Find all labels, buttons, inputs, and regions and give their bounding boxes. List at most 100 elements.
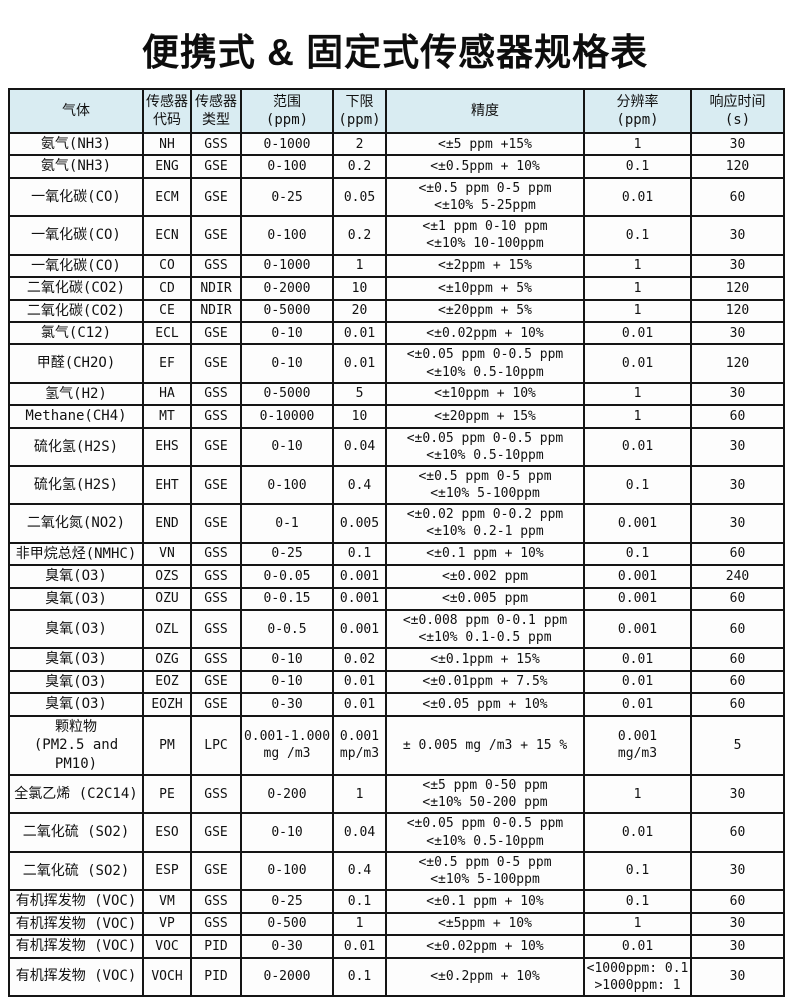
cell-resolution: 0.1 <box>583 154 692 179</box>
cell-response: 30 <box>690 956 785 997</box>
cell-limit: 0.01 <box>332 692 387 717</box>
cell-type: GSE <box>190 426 242 468</box>
cell-code: NH <box>142 131 192 157</box>
cell-type: GSE <box>190 320 242 346</box>
cell-limit: 0.005 <box>332 503 387 544</box>
cell-gas: 二氧化碳(CO2) <box>8 276 144 301</box>
cell-code: ESP <box>142 850 192 892</box>
cell-limit: 10 <box>332 276 387 301</box>
table-row: 二氧化氮(NO2) END GSE 0-1 0.005 <±0.02 ppm 0-0.2 … <box>8 503 785 544</box>
table-row: 二氧化碳(CO2) CE NDIR 0-5000 20 <±20ppm + 5% 1 120 <box>8 298 785 323</box>
cell-accuracy: <±0.02ppm + 10% <box>385 320 585 346</box>
cell-resolution: 0.1 <box>583 541 692 567</box>
table-row: 氨气(NH3) ENG GSE 0-100 0.2 <±0.5ppm + 10% 0.1 12… <box>8 154 785 179</box>
cell-gas: 氨气(NH3) <box>8 131 144 157</box>
cell-resolution: 0.001 <box>583 503 692 544</box>
cell-accuracy: <±1 ppm 0-10 ppm <±10% 10-100ppm <box>385 215 585 256</box>
cell-type: GSS <box>190 404 242 429</box>
cell-accuracy: <±0.008 ppm 0-0.1 ppm <±10% 0.1-0.5 ppm <box>385 609 585 650</box>
cell-range: 0-10000 <box>240 404 334 429</box>
cell-range: 0-2000 <box>240 956 334 997</box>
table-row: 甲醛(CH2O) EF GSE 0-10 0.01 <±0.05 ppm 0-0.5 pp… <box>8 343 785 384</box>
cell-resolution: 1 <box>583 131 692 157</box>
cell-range: 0-25 <box>240 889 334 914</box>
cell-range: 0-1 <box>240 503 334 544</box>
cell-resolution: 1 <box>583 404 692 429</box>
cell-range: 0-2000 <box>240 276 334 301</box>
cell-accuracy: <±5 ppm +15% <box>385 131 585 157</box>
cell-gas: 二氧化硫 (SO2) <box>8 812 144 853</box>
cell-gas: 氢气(H2) <box>8 381 144 407</box>
cell-gas: 二氧化碳(CO2) <box>8 298 144 323</box>
cell-response: 30 <box>690 131 785 157</box>
table-row: 一氧化碳(CO) ECN GSE 0-100 0.2 <±1 ppm 0-10 ppm <… <box>8 215 785 256</box>
cell-accuracy: <±0.1ppm + 15% <box>385 647 585 672</box>
cell-response: 30 <box>690 320 785 346</box>
cell-range: 0-30 <box>240 692 334 717</box>
cell-code: ESO <box>142 812 192 853</box>
cell-gas: 臭氧(O3) <box>8 692 144 717</box>
cell-accuracy: <±20ppm + 15% <box>385 404 585 429</box>
cell-resolution: 0.01 <box>583 692 692 717</box>
cell-code: VM <box>142 889 192 914</box>
cell-type: GSS <box>190 774 242 815</box>
cell-limit: 0.4 <box>332 850 387 892</box>
cell-range: 0-10 <box>240 343 334 384</box>
cell-limit: 0.1 <box>332 889 387 914</box>
cell-code: VOCH <box>142 956 192 997</box>
cell-accuracy: <±0.02ppm + 10% <box>385 934 585 959</box>
cell-accuracy: <±0.1 ppm + 10% <box>385 889 585 914</box>
cell-gas: 有机挥发物 (VOC) <box>8 911 144 937</box>
cell-gas: 臭氧(O3) <box>8 564 144 589</box>
cell-response: 30 <box>690 464 785 506</box>
header-sensor-code: 传感器 代码 <box>142 88 192 134</box>
table-row: 二氧化硫 (SO2) ESO GSE 0-10 0.04 <±0.05 ppm 0-0.5… <box>8 812 785 853</box>
cell-resolution: 0.01 <box>583 647 692 672</box>
cell-type: GSS <box>190 131 242 157</box>
table-row: 有机挥发物 (VOC) VP GSS 0-500 1 <±5ppm + 10% 1 30 <box>8 911 785 937</box>
cell-accuracy: <±0.05 ppm 0-0.5 ppm <±10% 0.5-10ppm <box>385 343 585 384</box>
cell-response: 30 <box>690 850 785 892</box>
cell-code: HA <box>142 381 192 407</box>
cell-response: 120 <box>690 343 785 384</box>
cell-accuracy: <±5 ppm 0-50 ppm <±10% 50-200 ppm <box>385 774 585 815</box>
header-lower-limit: 下限 (ppm) <box>332 88 387 134</box>
cell-limit: 0.01 <box>332 343 387 384</box>
cell-type: GSS <box>190 381 242 407</box>
cell-range: 0-100 <box>240 464 334 506</box>
cell-limit: 2 <box>332 131 387 157</box>
cell-gas: 氨气(NH3) <box>8 154 144 179</box>
cell-range: 0-10 <box>240 320 334 346</box>
cell-response: 30 <box>690 253 785 279</box>
cell-resolution: 0.1 <box>583 889 692 914</box>
cell-limit: 0.02 <box>332 647 387 672</box>
table-body: 氨气(NH3) NH GSS 0-1000 2 <±5 ppm +15% 1 30 氨气(NH3… <box>8 131 785 997</box>
cell-code: EHS <box>142 426 192 468</box>
cell-accuracy: <±0.05 ppm + 10% <box>385 692 585 717</box>
cell-type: NDIR <box>190 276 242 301</box>
table-row: 臭氧(O3) EOZ GSE 0-10 0.01 <±0.01ppm + 7.5% 0.01… <box>8 669 785 695</box>
cell-resolution: 1 <box>583 276 692 301</box>
table-row: 臭氧(O3) OZS GSS 0-0.05 0.001 <±0.002 ppm 0.001 2… <box>8 564 785 589</box>
table-row: 氨气(NH3) NH GSS 0-1000 2 <±5 ppm +15% 1 30 <box>8 131 785 157</box>
cell-gas: 臭氧(O3) <box>8 586 144 612</box>
cell-gas: 有机挥发物 (VOC) <box>8 889 144 914</box>
cell-code: CE <box>142 298 192 323</box>
cell-accuracy: <±0.5 ppm 0-5 ppm <±10% 5-25ppm <box>385 176 585 218</box>
cell-range: 0.001-1.000 mg /m3 <box>240 714 334 777</box>
cell-range: 0-0.05 <box>240 564 334 589</box>
table-row: 有机挥发物 (VOC) VOCH PID 0-2000 0.1 <±0.2ppm + 10… <box>8 956 785 997</box>
cell-limit: 0.1 <box>332 956 387 997</box>
cell-resolution: 1 <box>583 381 692 407</box>
header-row: 气体 传感器 代码 传感器 类型 范围 (ppm) 下限 (ppm) 精度 分辨… <box>8 88 785 134</box>
table-row: 全氯乙烯 (C2C14) PE GSS 0-200 1 <±5 ppm 0-50 ppm … <box>8 774 785 815</box>
cell-code: VN <box>142 541 192 567</box>
cell-code: VP <box>142 911 192 937</box>
cell-code: MT <box>142 404 192 429</box>
cell-response: 30 <box>690 774 785 815</box>
cell-accuracy: <±0.2ppm + 10% <box>385 956 585 997</box>
cell-resolution: 1 <box>583 774 692 815</box>
cell-range: 0-1000 <box>240 131 334 157</box>
cell-response: 120 <box>690 276 785 301</box>
page-title: 便携式 & 固定式传感器规格表 <box>141 32 649 73</box>
